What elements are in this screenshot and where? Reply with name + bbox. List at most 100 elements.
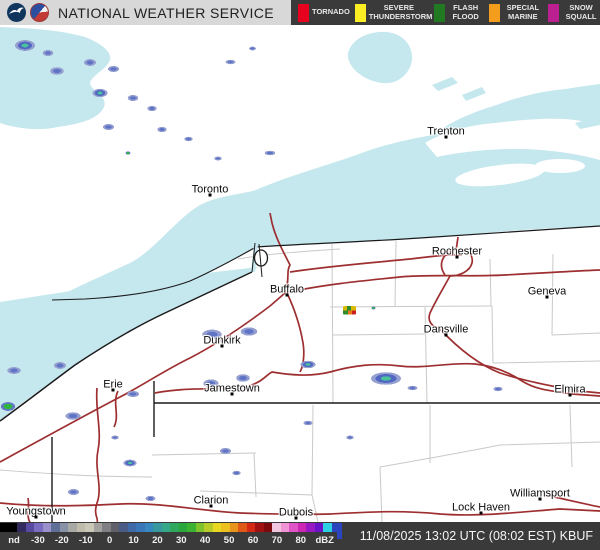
colorbar-segment xyxy=(323,523,332,532)
colorbar-segment xyxy=(289,523,298,532)
legend-swatch xyxy=(354,3,366,22)
city-label: Lock Haven xyxy=(451,501,511,514)
status-bar: nd -30 -20 -10 0 10 20 30 40 50 60 70 80 dBZ 11/08/20… xyxy=(0,522,600,550)
dbz-colorbar xyxy=(0,523,340,532)
colorbar-segment xyxy=(42,523,51,532)
county-lines xyxy=(0,240,600,522)
city-label: Buffalo xyxy=(269,283,305,296)
city-dot xyxy=(34,515,38,519)
colorbar-label: 80 xyxy=(295,535,307,546)
colorbar-label: -30 xyxy=(31,535,45,546)
colorbar-label: 60 xyxy=(247,535,259,546)
legend-label: SEVERE THUNDERSTORM xyxy=(368,3,433,21)
legend-item: SPECIAL MARINE xyxy=(488,3,544,22)
colorbar-segment xyxy=(246,523,255,532)
colorbar-segment xyxy=(221,523,230,532)
dbz-scale-labels: nd -30 -20 -10 0 10 20 30 40 50 60 70 80 dBZ xyxy=(0,533,345,549)
colorbar-segment xyxy=(110,523,119,532)
colorbar-endcap xyxy=(337,523,342,539)
colorbar-segment xyxy=(153,523,162,532)
colorbar-label: -10 xyxy=(78,535,93,546)
city-dot xyxy=(545,295,549,299)
warning-legend: TORNADO SEVERE THUNDERSTORM FLASH FLOOD SPE… xyxy=(291,0,600,25)
colorbar-segment xyxy=(306,523,315,532)
colorbar-segment xyxy=(314,523,323,532)
city-label: Jamestown xyxy=(204,382,260,395)
city-label: Toronto xyxy=(191,183,229,196)
colorbar-label: 40 xyxy=(199,535,211,546)
colorbar-segment xyxy=(0,523,9,532)
colorbar-segment xyxy=(51,523,60,532)
colorbar-segment xyxy=(187,523,196,532)
colorbar-segment xyxy=(59,523,68,532)
city-dot xyxy=(444,333,448,337)
legend-item: TORNADO xyxy=(298,3,350,22)
legend-item: FLASH FLOOD xyxy=(433,3,484,22)
city-dot xyxy=(111,388,115,392)
colorbar-segment xyxy=(229,523,238,532)
legend-label: SNOW SQUALL xyxy=(565,3,597,21)
city-dot xyxy=(455,255,459,259)
colorbar-segment xyxy=(25,523,34,532)
seagull-icon xyxy=(9,7,24,14)
nws-logo-icon xyxy=(30,3,49,22)
city-dot xyxy=(208,193,212,197)
colorbar-label: 30 xyxy=(176,535,187,546)
header-brand[interactable]: NATIONAL WEATHER SERVICE xyxy=(0,0,274,25)
city-dot xyxy=(568,393,572,397)
colorbar-segment xyxy=(238,523,247,532)
city-label: Youngstown xyxy=(6,505,66,518)
city-label: Dubois xyxy=(278,506,314,519)
city-label: Rochester xyxy=(431,245,483,258)
legend-swatch xyxy=(433,3,445,22)
city-dot xyxy=(285,293,289,297)
colorbar-segment xyxy=(8,523,17,532)
city-dot xyxy=(444,135,448,139)
colorbar-segment xyxy=(204,523,213,532)
colorbar-segment xyxy=(102,523,111,532)
legend-label: SPECIAL MARINE xyxy=(506,3,540,21)
colorbar-segment xyxy=(68,523,77,532)
colorbar-segment xyxy=(212,523,221,532)
basemap xyxy=(0,27,600,522)
city-label: Dunkirk xyxy=(203,334,241,347)
colorbar-label: 0 xyxy=(106,535,113,546)
colorbar-segment xyxy=(93,523,102,532)
legend-item: SNOW SQUALL xyxy=(548,3,600,22)
city-dot xyxy=(209,504,213,508)
water-bodies xyxy=(0,27,600,420)
city-dot xyxy=(220,344,224,348)
colorbar-segment xyxy=(76,523,85,532)
city-label: Williamsport xyxy=(510,487,570,500)
legend-swatch xyxy=(298,3,309,22)
colorbar-segment xyxy=(127,523,136,532)
colorbar-label: nd xyxy=(8,535,20,546)
colorbar-segment xyxy=(136,523,145,532)
legend-swatch xyxy=(548,3,560,22)
radar-timestamp: 11/08/2025 13:02 UTC (08:02 EST) KBUF xyxy=(359,529,593,543)
colorbar-segment xyxy=(34,523,43,532)
colorbar-segment xyxy=(195,523,204,532)
city-label: Elmira xyxy=(554,383,586,396)
radar-map[interactable]: Trenton Toronto Rochester Geneva Buffalo Dans… xyxy=(0,25,600,522)
colorbar-label: -20 xyxy=(54,535,69,546)
niagara-river xyxy=(251,242,269,278)
legend-label: TORNADO xyxy=(312,7,350,17)
city-label: Trenton xyxy=(427,125,465,138)
colorbar-segment xyxy=(280,523,289,532)
city-dot xyxy=(230,392,234,396)
city-dot xyxy=(294,516,298,520)
colorbar-label: 70 xyxy=(271,535,283,546)
state-borders xyxy=(0,225,600,522)
colorbar-label: 20 xyxy=(152,535,163,546)
colorbar-segment xyxy=(178,523,187,532)
colorbar-segment xyxy=(17,523,26,532)
colorbar-segment xyxy=(161,523,170,532)
colorbar-segment xyxy=(144,523,153,532)
colorbar-segment xyxy=(119,523,128,532)
colorbar-segment xyxy=(85,523,94,532)
city-dot xyxy=(538,497,542,501)
city-dot xyxy=(479,511,483,515)
noaa-logo-icon xyxy=(7,3,26,22)
legend-label: FLASH FLOOD xyxy=(452,3,479,21)
